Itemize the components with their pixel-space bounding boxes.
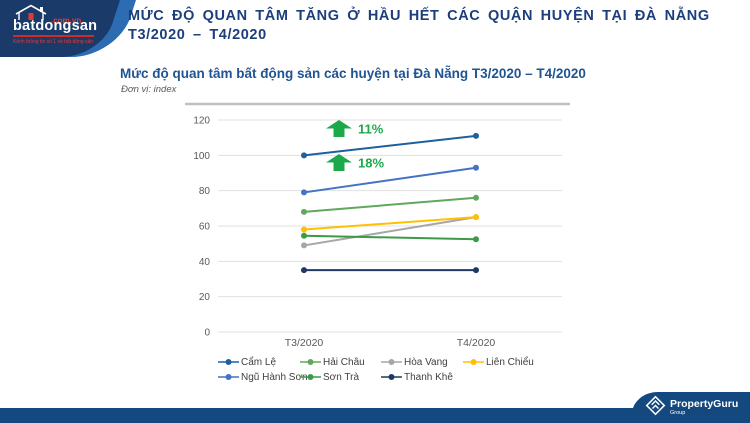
legend-item: Hòa Vang — [381, 356, 448, 368]
y-axis-tick-label: 120 — [193, 116, 210, 127]
up-arrow-icon — [326, 154, 352, 171]
chart-unit-label: Đơn vị: index — [121, 84, 177, 95]
logo-brand-text: batdongsan — [13, 18, 98, 34]
logo-domain: .com.vn — [51, 16, 82, 25]
legend-label: Thanh Khê — [404, 371, 453, 383]
legend-item: Thanh Khê — [381, 371, 453, 383]
legend-label: Sơn Trà — [323, 371, 360, 383]
legend-label: Ngũ Hành Sơn — [241, 371, 308, 383]
legend-marker-icon — [463, 359, 484, 365]
legend-label: Liên Chiểu — [486, 356, 534, 368]
propertyguru-wordmark: PropertyGuru — [670, 398, 739, 410]
legend-marker-icon — [218, 374, 239, 380]
legend-item: Hải Châu — [300, 356, 365, 368]
header: .com.vn batdongsan Kênh thông tin số 1 v… — [0, 0, 750, 57]
legend-item: Sơn Trà — [300, 371, 359, 383]
chart-title: Mức độ quan tâm bất động sản các huyện t… — [120, 66, 586, 81]
data-point — [473, 132, 479, 139]
legend-marker-icon — [381, 374, 402, 380]
y-axis-tick-label: 20 — [199, 292, 211, 303]
data-point — [301, 242, 307, 249]
legend-label: Hải Châu — [323, 356, 365, 368]
x-axis-label: T3/2020 — [285, 337, 324, 349]
data-point — [301, 226, 307, 233]
series-line — [303, 216, 477, 231]
series-line — [303, 196, 477, 213]
series-line — [303, 134, 477, 157]
propertyguru-group-label: Group — [670, 410, 686, 416]
page-title-line2: T3/2020 – T4/2020 — [128, 27, 267, 43]
annotation-label: 11% — [358, 122, 384, 137]
page-title-line1: MỨC ĐỘ QUAN TÂM TĂNG Ở HẦU HẾT CÁC QUẬN … — [128, 8, 710, 24]
legend-item: Liên Chiểu — [463, 356, 534, 368]
legend-marker-icon — [381, 359, 402, 365]
series-line — [303, 216, 477, 247]
legend-marker-icon — [300, 359, 321, 365]
x-axis-label: T4/2020 — [457, 337, 496, 349]
footer-brand-panel — [632, 392, 750, 423]
data-point — [301, 208, 307, 215]
y-axis-tick-label: 40 — [199, 257, 211, 268]
data-point — [473, 164, 479, 171]
data-point — [473, 194, 479, 201]
data-point — [301, 189, 307, 196]
series-line — [303, 234, 477, 241]
batdongsan-logo: .com.vn batdongsan Kênh thông tin số 1 v… — [0, 0, 112, 57]
series-line — [303, 166, 477, 194]
legend-item: Cẩm Lệ — [218, 356, 276, 368]
logo-underline — [13, 35, 94, 37]
annotation-label: 18% — [358, 156, 384, 171]
data-point — [301, 232, 307, 239]
data-point — [301, 267, 307, 274]
page-title: MỨC ĐỘ QUAN TÂM TĂNG Ở HẦU HẾT CÁC QUẬN … — [128, 7, 710, 45]
y-axis-tick-label: 100 — [193, 151, 210, 162]
legend-item: Ngũ Hành Sơn — [218, 371, 308, 383]
up-arrow-icon — [326, 120, 352, 137]
legend-marker-icon — [300, 374, 321, 380]
legend-marker-icon — [218, 359, 239, 365]
logo-tagline: Kênh thông tin số 1 về bất động sản — [13, 39, 94, 45]
data-point — [473, 214, 479, 221]
y-axis-tick-label: 80 — [199, 186, 211, 197]
house-icon — [15, 4, 47, 26]
data-point — [473, 267, 479, 274]
y-axis-tick-label: 0 — [204, 328, 210, 339]
legend-label: Cẩm Lệ — [241, 356, 277, 368]
data-point — [301, 152, 307, 159]
footer-bar — [0, 408, 750, 423]
propertyguru-diamond-icon — [645, 395, 666, 421]
propertyguru-logo: PropertyGuru Group — [632, 392, 750, 423]
y-axis-tick-label: 60 — [199, 222, 211, 233]
legend-label: Hòa Vang — [404, 356, 448, 368]
data-point — [473, 236, 479, 243]
